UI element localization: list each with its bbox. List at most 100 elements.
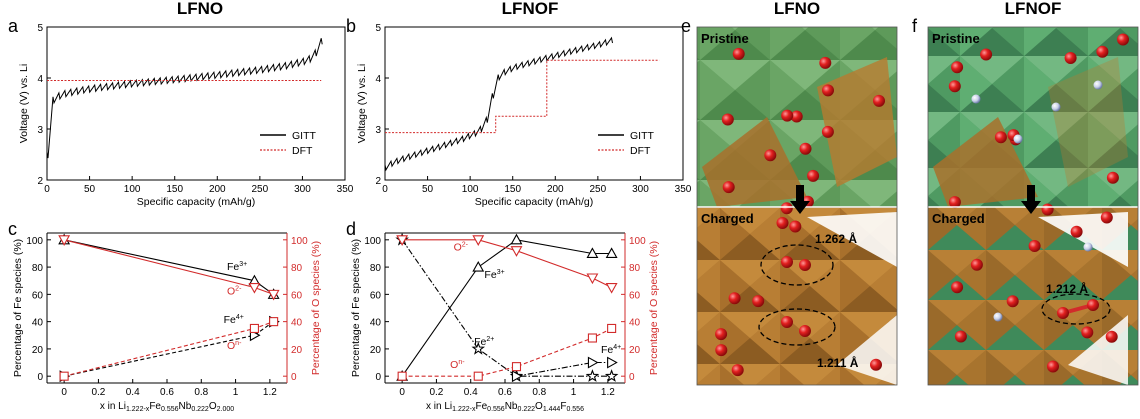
series-gitt — [384, 36, 613, 172]
y-tick-label: 100 — [26, 236, 43, 247]
y2-tick-label: 40 — [291, 318, 303, 329]
series-o2minus — [396, 235, 618, 294]
bond-length-label: 1.262 Å — [815, 231, 857, 246]
chart-c: c 0 0.2 0.4 0.6 0.8 1 1.2 0 0 20 20 40 40 60 60 80 80 100 1… — [8, 219, 322, 413]
y2-tick-label: 0 — [291, 372, 297, 383]
fluorine-atom — [1013, 134, 1023, 144]
species-annotation: O2- — [454, 242, 469, 254]
x-tick-label: 200 — [547, 184, 564, 195]
y-axis-label: Percentage of Fe species (%) — [350, 239, 362, 377]
species-annotation: Fe3+ — [484, 269, 504, 281]
dft-line — [385, 59, 660, 134]
arrow-icon — [1021, 201, 1041, 214]
oxygen-atom — [781, 256, 793, 268]
data-point — [586, 247, 599, 259]
data-point — [587, 356, 599, 369]
x-tick-label: 250 — [590, 184, 607, 195]
void-region — [1038, 212, 1128, 267]
charged-label: Charged — [932, 211, 985, 226]
octahedron — [817, 57, 897, 187]
y-tick-label: 40 — [32, 318, 44, 329]
x-tick-label: 0.8 — [194, 387, 208, 398]
oxygen-atom — [873, 94, 885, 107]
data-point — [510, 233, 523, 245]
oxygen-atom — [732, 47, 745, 60]
series-gitt — [46, 38, 323, 159]
data-point — [605, 247, 618, 259]
legend: GITT DFT — [598, 130, 654, 157]
plot-frame — [384, 26, 684, 181]
octahedron — [1048, 57, 1128, 187]
void-region — [837, 315, 897, 385]
data-point — [511, 370, 523, 383]
y-tick-label: 100 — [364, 236, 381, 247]
data-point — [267, 289, 280, 301]
bond-highlight — [758, 308, 836, 346]
data-point — [472, 260, 485, 272]
legend-label-dft: DFT — [630, 145, 651, 157]
oxygen-atom — [752, 295, 765, 308]
series-line — [401, 239, 612, 377]
series-o2minus — [58, 235, 280, 301]
oxygen-atom — [776, 217, 789, 229]
void-region — [807, 212, 897, 267]
chart-d: d 0 0.2 0.4 0.6 0.8 1 1.2 0 0 20 20 40 40 60 60 80 80 100 1… — [346, 219, 660, 413]
data-point — [607, 323, 617, 334]
series-fe2plus — [395, 232, 619, 382]
data-point — [397, 371, 407, 381]
x-tick-label: 0.6 — [160, 387, 174, 398]
x-axis-label: Specific capacity (mAh/g) — [137, 196, 255, 208]
axis-ticks: 0 50 100 150 200 250 300 350 2 3 4 5 — [37, 23, 353, 195]
y2-tick-label: 20 — [629, 345, 641, 356]
series-line — [402, 328, 612, 377]
x-tick-label: 50 — [84, 184, 96, 195]
charged-label: Charged — [701, 211, 754, 226]
arrow-shaft — [1027, 185, 1035, 201]
species-annotation: On- — [227, 340, 242, 352]
species-annotation: Fe4+ — [601, 344, 621, 356]
y-tick-label: 3 — [375, 125, 381, 136]
data-point — [604, 369, 619, 382]
data-point — [396, 235, 409, 246]
series-onminus — [59, 317, 279, 381]
plot-frame — [46, 26, 346, 181]
series-fe4plus — [59, 315, 280, 383]
oxygen-atom — [789, 220, 802, 233]
arrow-icon — [790, 201, 810, 214]
oxygen-atom — [980, 48, 993, 61]
oxygen-atom — [1087, 299, 1099, 311]
y-tick-label: 20 — [32, 345, 44, 356]
y-tick-label: 4 — [375, 74, 381, 85]
oxygen-atom — [1106, 171, 1119, 184]
panel-title: LFNO — [177, 0, 223, 18]
oxygen-atom — [715, 344, 728, 357]
y2-tick-label: 0 — [629, 372, 635, 383]
y2-axis-label: Percentage of O species (%) — [648, 241, 660, 375]
species-annotation: Fe3+ — [227, 261, 247, 273]
y-tick-label: 5 — [37, 23, 43, 34]
data-point — [511, 362, 522, 372]
data-point — [248, 282, 261, 294]
oxygen-atom — [722, 181, 735, 194]
data-point — [585, 369, 600, 382]
data-point — [607, 356, 618, 369]
structure-image — [928, 27, 1138, 385]
data-point — [510, 246, 523, 257]
x-tick-label: 0.6 — [498, 387, 512, 398]
fluorine-atom — [971, 94, 981, 104]
gitt-trace — [384, 36, 613, 172]
oxygen-atom — [721, 113, 734, 126]
oxygen-atom — [1064, 52, 1077, 64]
y2-tick-label: 100 — [629, 236, 646, 247]
series-line — [63, 321, 274, 377]
axis-ticks: 0 0.2 0.4 0.6 0.8 1 1.2 0 0 20 20 40 40 60 60 80 80 100 10… — [364, 236, 646, 398]
image-frame — [927, 26, 1139, 386]
x-tick-label: 0 — [44, 184, 50, 195]
axis-ticks: 0 0.2 0.4 0.6 0.8 1 1.2 0 0 20 20 40 40 60 60 80 80 100 10… — [26, 236, 308, 398]
y2-tick-label: 100 — [291, 236, 308, 247]
y-tick-label: 5 — [375, 23, 381, 34]
oxygen-atom — [948, 196, 961, 209]
x-tick-label: 0.4 — [126, 387, 140, 398]
x-tick-label: 150 — [166, 184, 183, 195]
legend: GITT DFT — [260, 130, 316, 157]
